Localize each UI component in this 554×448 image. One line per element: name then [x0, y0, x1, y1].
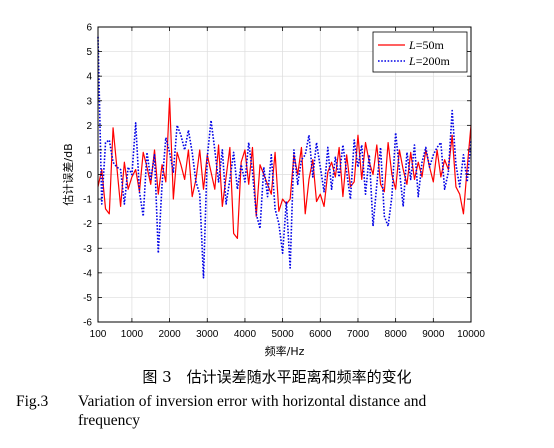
y-tick-label: 3: [86, 96, 92, 107]
y-tick-label: -6: [83, 318, 92, 329]
figure-caption-en: Fig.3 Variation of inversion error with h…: [16, 392, 546, 430]
y-tick-label: 0: [86, 170, 92, 181]
x-tick-label: 8000: [385, 329, 408, 340]
x-tick-label: 6000: [309, 329, 332, 340]
caption-line-1: Variation of inversion error with horizo…: [78, 393, 427, 410]
series-line-2: [97, 36, 472, 279]
y-tick-label: -3: [83, 244, 92, 255]
x-tick-label: 1000: [121, 329, 144, 340]
y-tick-label: 1: [86, 145, 92, 156]
x-tick-label: 9000: [422, 329, 445, 340]
y-tick-label: 5: [86, 47, 92, 58]
x-tick-label: 10000: [457, 329, 485, 340]
y-tick-label: -4: [83, 268, 92, 279]
x-tick-label: 4000: [234, 329, 257, 340]
x-tick-label: 7000: [347, 329, 370, 340]
legend-label-1: L=50m: [408, 38, 444, 52]
y-tick-label: -1: [83, 195, 92, 206]
figure-number: Fig.3: [16, 393, 49, 410]
x-tick-label: 2000: [158, 329, 181, 340]
y-axis-label: 估计误差/dB: [61, 143, 75, 205]
y-tick-label: -5: [83, 293, 92, 304]
caption-line-2: frequency: [78, 412, 140, 429]
figure-caption-cn: 图 3 估计误差随水平距离和频率的变化: [142, 368, 412, 386]
x-axis-label: 频率/Hz: [265, 344, 305, 358]
y-tick-label: -2: [83, 219, 92, 230]
chart: 100 1000 2000 3000 4000 5000 6000 7000 8000 9000 1…: [61, 23, 485, 359]
x-tick-label: 100: [90, 329, 107, 340]
y-tick-label: 2: [86, 121, 92, 132]
legend-label-2: L=200m: [408, 54, 450, 68]
x-tick-label: 5000: [271, 329, 294, 340]
y-tick-label: 4: [86, 72, 92, 83]
legend-box: [372, 31, 468, 73]
y-tick-label: 6: [86, 23, 92, 34]
series-line-1: [97, 97, 472, 240]
x-tick-label: 3000: [196, 329, 219, 340]
